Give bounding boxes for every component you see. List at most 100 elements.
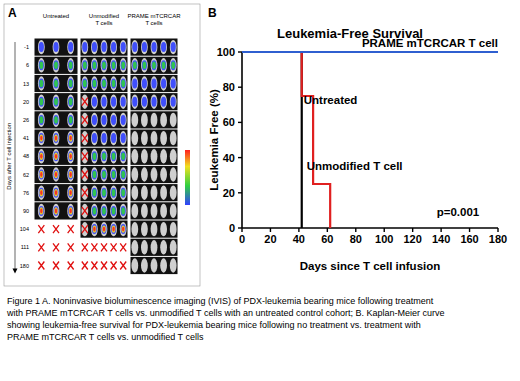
signal-blob xyxy=(39,153,43,160)
signal-blob xyxy=(53,79,58,89)
death-mark xyxy=(82,152,88,160)
imaging-cell xyxy=(131,130,178,147)
y-tick xyxy=(238,157,242,158)
signal-blob xyxy=(39,42,44,52)
signal-blob xyxy=(92,97,97,107)
signal-blob xyxy=(121,133,126,143)
signal-blob xyxy=(68,188,73,198)
imaging-cell xyxy=(81,184,128,201)
signal-blob xyxy=(55,154,57,159)
mouse xyxy=(81,204,88,218)
death-mark xyxy=(53,225,59,233)
mouse xyxy=(151,240,158,254)
mouse xyxy=(53,40,60,54)
death-mark xyxy=(82,98,88,106)
signal-blob xyxy=(171,62,175,69)
signal-blob xyxy=(112,225,116,232)
image-background xyxy=(81,166,128,183)
signal-blob xyxy=(151,97,156,107)
mouse xyxy=(131,222,138,236)
y-tick xyxy=(238,122,242,123)
signal-blob xyxy=(69,171,73,178)
mouse xyxy=(160,204,167,218)
mouse xyxy=(67,113,74,127)
imaging-cell xyxy=(81,166,128,183)
signal-blob xyxy=(101,151,106,161)
mouse xyxy=(67,186,74,200)
mouse xyxy=(91,113,98,127)
signal-blob xyxy=(40,136,42,141)
mouse xyxy=(67,204,74,218)
mouse xyxy=(141,258,148,272)
signal-blob xyxy=(111,151,116,161)
signal-blob xyxy=(121,171,125,178)
y-axis xyxy=(241,52,243,228)
mouse xyxy=(38,76,45,90)
signal-blob xyxy=(53,133,58,143)
series-label: Untreated xyxy=(304,94,358,106)
image-background xyxy=(81,130,128,147)
day-label: -1 xyxy=(24,44,29,50)
mouse xyxy=(160,40,167,54)
signal-blob xyxy=(53,115,58,125)
signal-blob xyxy=(39,98,43,105)
signal-blob xyxy=(69,172,71,177)
y-tick-label: 100 xyxy=(217,46,235,58)
death-mark xyxy=(101,262,107,270)
mouse xyxy=(170,186,177,200)
day-label: 62 xyxy=(23,172,29,178)
mouse xyxy=(151,186,158,200)
signal-blob xyxy=(92,115,97,125)
mouse xyxy=(110,186,117,200)
signal-blob xyxy=(111,115,116,125)
signal-blob xyxy=(102,171,106,178)
signal-blob xyxy=(142,60,147,70)
imaging-cell xyxy=(82,243,126,251)
image-background xyxy=(131,239,178,256)
mouse xyxy=(151,204,158,218)
mouse xyxy=(53,95,60,109)
signal-blob xyxy=(102,62,106,69)
signal-blob xyxy=(54,189,58,196)
mouse xyxy=(81,76,88,90)
imaging-cell xyxy=(81,130,128,147)
signal-blob xyxy=(54,62,58,69)
mouse xyxy=(38,113,45,127)
signal-blob xyxy=(68,115,73,125)
signal-blob xyxy=(92,188,97,198)
death-mark xyxy=(111,243,117,251)
arrow-line xyxy=(15,42,16,271)
mouse xyxy=(170,149,177,163)
mouse xyxy=(160,58,167,72)
mouse xyxy=(131,204,138,218)
signal-blob xyxy=(82,79,87,89)
signal-blob xyxy=(39,206,44,216)
x-tick-label: 0 xyxy=(239,233,245,245)
death-mark xyxy=(68,243,74,251)
survival-curve xyxy=(242,51,498,53)
image-background xyxy=(81,57,128,74)
x-tick xyxy=(355,228,356,232)
mouse xyxy=(141,149,148,163)
mouse xyxy=(101,113,108,127)
signal-blob xyxy=(93,62,97,69)
mouse xyxy=(91,204,98,218)
mouse xyxy=(170,40,177,54)
imaging-cell xyxy=(35,130,78,147)
signal-blob xyxy=(92,206,97,216)
signal-blob xyxy=(121,224,126,234)
image-background xyxy=(131,184,178,201)
signal-blob xyxy=(121,188,126,198)
signal-blob xyxy=(40,172,42,177)
image-background xyxy=(81,111,128,128)
signal-blob xyxy=(143,62,147,69)
image-background xyxy=(81,202,128,219)
mouse xyxy=(101,167,108,181)
y-tick xyxy=(238,51,242,52)
signal-blob xyxy=(92,60,97,70)
signal-blob xyxy=(101,188,106,198)
signal-blob xyxy=(161,97,166,107)
day-label: 26 xyxy=(23,117,29,123)
mouse xyxy=(53,113,60,127)
mouse xyxy=(67,58,74,72)
